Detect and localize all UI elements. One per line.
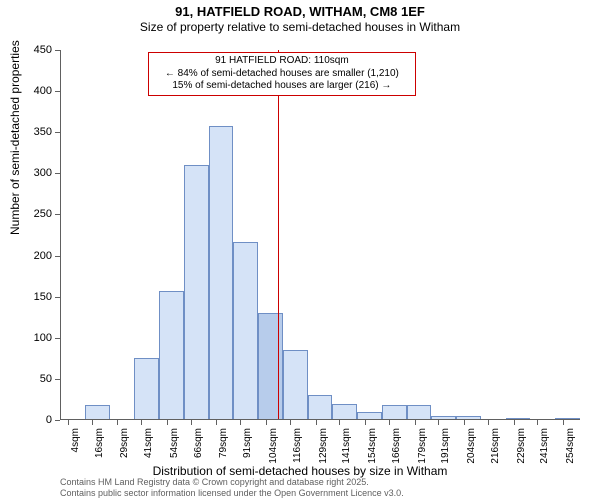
x-tick-label: 216sqm [490, 428, 501, 468]
x-tick-label: 91sqm [242, 428, 253, 468]
x-tick-mark [514, 420, 515, 425]
annotation-line2: ← 84% of semi-detached houses are smalle… [153, 68, 411, 81]
x-tick-mark [537, 420, 538, 425]
x-tick-mark [92, 420, 93, 425]
x-tick-mark [290, 420, 291, 425]
x-tick-mark [339, 420, 340, 425]
histogram-bar [382, 405, 407, 420]
histogram-bar [159, 291, 184, 420]
y-tick-label: 150 [12, 291, 52, 303]
histogram-bar [85, 405, 110, 420]
x-tick-mark [141, 420, 142, 425]
x-tick-mark [365, 420, 366, 425]
x-tick-label: 116sqm [292, 428, 303, 468]
x-axis-line [60, 419, 580, 420]
x-tick-mark [117, 420, 118, 425]
x-tick-label: 141sqm [341, 428, 352, 468]
y-tick-label: 250 [12, 208, 52, 220]
footer-attribution: Contains HM Land Registry data © Crown c… [60, 477, 404, 498]
y-tick-label: 100 [12, 332, 52, 344]
x-tick-mark [191, 420, 192, 425]
x-tick-label: 166sqm [391, 428, 402, 468]
histogram-bar [134, 358, 159, 420]
x-tick-mark [488, 420, 489, 425]
x-tick-label: 4sqm [70, 428, 81, 468]
x-tick-mark [240, 420, 241, 425]
annotation-box: 91 HATFIELD ROAD: 110sqm ← 84% of semi-d… [148, 52, 416, 96]
x-tick-label: 79sqm [218, 428, 229, 468]
x-axis-label: Distribution of semi-detached houses by … [0, 464, 600, 478]
x-tick-mark [464, 420, 465, 425]
histogram-bar [258, 313, 283, 420]
x-tick-label: 41sqm [143, 428, 154, 468]
x-tick-mark [266, 420, 267, 425]
chart-container: 91, HATFIELD ROAD, WITHAM, CM8 1EF Size … [0, 0, 600, 500]
y-tick-label: 50 [12, 373, 52, 385]
x-tick-label: 66sqm [193, 428, 204, 468]
histogram-bar [283, 350, 308, 420]
x-tick-label: 154sqm [367, 428, 378, 468]
x-tick-label: 241sqm [539, 428, 550, 468]
y-tick-label: 400 [12, 85, 52, 97]
x-tick-label: 204sqm [466, 428, 477, 468]
y-axis-line [60, 50, 61, 420]
x-tick-label: 104sqm [268, 428, 279, 468]
annotation-line1: 91 HATFIELD ROAD: 110sqm [153, 55, 411, 68]
x-tick-label: 179sqm [417, 428, 428, 468]
chart-subtitle: Size of property relative to semi-detach… [0, 20, 600, 34]
x-tick-label: 254sqm [565, 428, 576, 468]
footer-line2: Contains public sector information licen… [60, 488, 404, 498]
histogram-bar [407, 405, 432, 420]
x-tick-mark [216, 420, 217, 425]
histogram-bar [184, 165, 209, 420]
chart-title: 91, HATFIELD ROAD, WITHAM, CM8 1EF [0, 0, 600, 20]
y-tick-label: 450 [12, 44, 52, 56]
x-tick-mark [68, 420, 69, 425]
x-tick-mark [389, 420, 390, 425]
footer-line1: Contains HM Land Registry data © Crown c… [60, 477, 404, 487]
x-tick-mark [316, 420, 317, 425]
x-tick-mark [415, 420, 416, 425]
y-tick-label: 300 [12, 167, 52, 179]
x-tick-mark [563, 420, 564, 425]
x-tick-label: 229sqm [516, 428, 527, 468]
x-tick-label: 16sqm [94, 428, 105, 468]
y-tick-label: 0 [12, 414, 52, 426]
y-tick-label: 200 [12, 250, 52, 262]
plot-area: 91 HATFIELD ROAD: 110sqm ← 84% of semi-d… [60, 50, 580, 420]
x-tick-label: 54sqm [169, 428, 180, 468]
y-tick-label: 350 [12, 126, 52, 138]
x-tick-label: 129sqm [318, 428, 329, 468]
x-tick-mark [167, 420, 168, 425]
x-tick-label: 29sqm [119, 428, 130, 468]
histogram-bar [209, 126, 234, 420]
annotation-line3: 15% of semi-detached houses are larger (… [153, 80, 411, 93]
histogram-bar [308, 395, 333, 420]
histogram-bar [233, 242, 258, 420]
y-tick-mark [55, 420, 60, 421]
histogram-bars [60, 50, 580, 420]
x-tick-mark [438, 420, 439, 425]
x-tick-label: 191sqm [440, 428, 451, 468]
marker-line [278, 50, 279, 420]
histogram-bar [332, 404, 357, 420]
